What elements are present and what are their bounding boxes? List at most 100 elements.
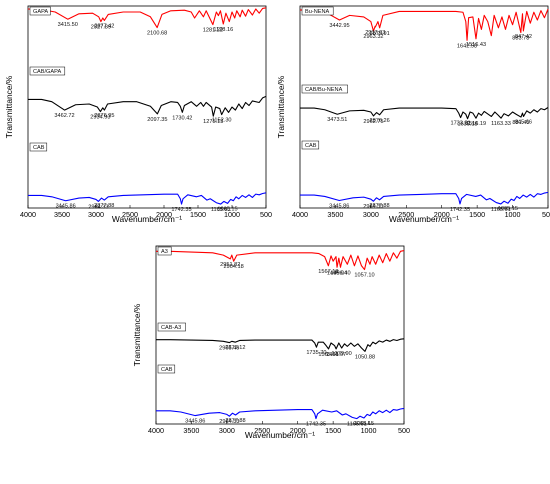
series-label: A3 <box>161 249 168 255</box>
peak-label: 2962.75 <box>363 119 383 125</box>
x-tick-label: 1000 <box>361 426 377 435</box>
peak-label: 3442.95 <box>329 23 349 29</box>
x-tick-label: 1000 <box>505 210 521 219</box>
x-tick-label: 2500 <box>122 210 138 219</box>
peak-label: 881.41 <box>512 120 529 126</box>
peak-label: 1735.70 <box>306 350 326 356</box>
peak-label: 2964.33 <box>88 204 108 210</box>
x-tick-label: 3000 <box>88 210 104 219</box>
ftir-panel-a3: 4000 3500 3000 2500 2000 1500 1000 500 Wavenumbe… <box>132 240 410 482</box>
peak-label: 2964.33 <box>363 204 383 210</box>
x-tick-label: 500 <box>398 426 410 435</box>
peak-label: 2877.42 <box>94 23 114 29</box>
x-tick-label: 1500 <box>325 426 341 435</box>
series-label: CAB/Bu-NENA <box>305 87 343 93</box>
peak-label: 2964.33 <box>219 419 239 425</box>
series-label: CAB <box>305 143 317 149</box>
peak-label: 2876.26 <box>370 118 390 124</box>
series-label-box <box>29 6 51 16</box>
peak-label: 1050.88 <box>355 354 375 360</box>
peak-label: 1281.22 <box>203 28 223 34</box>
x-tick-label: 3500 <box>54 210 70 219</box>
plot-frame <box>299 5 549 209</box>
x-tick-label: 3500 <box>183 426 199 435</box>
peak-label: 2097.35 <box>147 117 167 123</box>
spectrum-line-bu-nena <box>299 8 549 41</box>
peak-label: 1733.81 <box>450 121 470 127</box>
series-label: CAB-A3 <box>161 325 181 331</box>
series-label-box <box>301 6 334 16</box>
spectrum-line-cab-gapa <box>28 95 267 117</box>
peak-label: 1742.35 <box>171 207 191 213</box>
x-tick-label: 2500 <box>254 426 270 435</box>
spectrum-line-gapa <box>27 7 267 29</box>
peak-label: 1742.35 <box>306 422 326 428</box>
plot-frame <box>155 245 405 425</box>
peak-label: 2875.91 <box>370 31 390 37</box>
peak-label: 1165.61 <box>491 207 511 213</box>
plot-frame <box>27 5 267 209</box>
peak-label: 3445.86 <box>185 419 205 425</box>
peak-label: 847.42 <box>515 34 532 40</box>
series-label-box <box>29 142 48 152</box>
series-label-box <box>29 66 66 76</box>
peak-label: 1635.18 <box>457 122 477 128</box>
peak-label: 883.78 <box>512 36 529 42</box>
x-tick-label: 2000 <box>156 210 172 219</box>
x-tick-label: 1500 <box>190 210 206 219</box>
spectrum-line-cab <box>28 192 267 205</box>
x-axis-label: Wavenumber/cm⁻¹ <box>112 214 182 224</box>
x-tick-label: 2500 <box>398 210 414 219</box>
peak-label: 1516.19 <box>466 121 486 127</box>
peak-label: 1458.07 <box>326 352 346 358</box>
series-label-box <box>157 246 172 256</box>
y-axis-label: Transmittance/% <box>276 75 286 138</box>
peak-label: 3473.51 <box>327 117 347 123</box>
peak-label: 1165.61 <box>211 207 231 213</box>
peak-label: 1445.04 <box>327 270 347 276</box>
peak-label: 2877.88 <box>225 418 245 424</box>
peak-label: 2877.88 <box>94 203 114 209</box>
peak-label: 1642.58 <box>457 43 477 49</box>
x-tick-label: 3000 <box>363 210 379 219</box>
x-tick-label: 2000 <box>290 426 306 435</box>
peak-label: 2100.68 <box>147 31 167 37</box>
peak-label: 1565.01 <box>318 352 338 358</box>
peak-label: 2877.88 <box>369 203 389 209</box>
ftir-panel-gapa: 4000 3500 3000 2500 2000 1500 1000 500 Wavenumbe… <box>0 0 272 232</box>
y-axis-label: Transmittance/% <box>132 303 142 366</box>
peak-label: 1128.16 <box>213 27 233 33</box>
series-label: Bu-NENA <box>305 9 330 15</box>
x-tick-label: 2000 <box>434 210 450 219</box>
peak-label: 3462.72 <box>54 113 74 119</box>
spectrum-line-a3 <box>156 250 405 271</box>
peak-label: 1065.15 <box>354 421 374 427</box>
peak-label: 2937.03 <box>365 30 385 36</box>
series-label: CAB <box>161 367 173 373</box>
peak-label: 1730.42 <box>172 115 192 121</box>
series-label: CAB <box>33 145 45 151</box>
peak-label: 2927.89 <box>91 25 111 31</box>
peak-label: 2876.95 <box>94 113 114 119</box>
peak-label: 1379.90 <box>332 351 352 357</box>
series-label-box <box>301 140 320 150</box>
x-tick-label: 3000 <box>219 426 235 435</box>
peak-label: 2963.32 <box>363 34 383 40</box>
peak-label: 2904.18 <box>224 264 244 270</box>
x-tick-label: 1000 <box>224 210 240 219</box>
ftir-chart-gapa: 4000 3500 3000 2500 2000 1500 1000 500 Wavenumbe… <box>4 5 272 224</box>
ftir-chart-bu-nena: 4000 3500 3000 2500 2000 1500 1000 500 Wavenumbe… <box>276 5 550 224</box>
spectrum-line-cab <box>300 191 549 205</box>
series-label: CAB/GAPA <box>33 69 61 75</box>
series-label-box <box>157 364 176 374</box>
x-tick-label: 500 <box>542 210 550 219</box>
peak-label: 2951.82 <box>220 262 240 268</box>
spectrum-line-cab <box>156 407 405 420</box>
peak-label: 845.66 <box>515 119 532 125</box>
peak-label: 1742.35 <box>450 207 470 213</box>
x-tick-label: 4000 <box>148 426 164 435</box>
peak-label: 1275.13 <box>203 119 223 125</box>
x-tick-label: 4000 <box>292 210 308 219</box>
peak-label: 2879.12 <box>225 345 245 351</box>
peak-label: 2965.49 <box>219 346 239 352</box>
